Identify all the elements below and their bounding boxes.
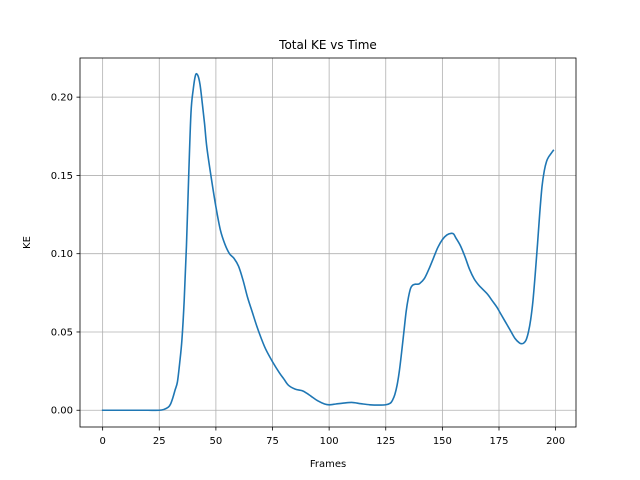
series-line (101, 72, 555, 412)
x-tick-label: 125 (376, 436, 395, 447)
x-tick-label: 25 (153, 436, 166, 447)
x-tick-label: 200 (546, 436, 565, 447)
y-tick-label: 0.20 (51, 93, 73, 104)
plot-frame (79, 57, 577, 428)
y-tick-label: 0.15 (51, 171, 73, 182)
x-tick-label: 100 (320, 436, 339, 447)
y-axis-label: KE (22, 236, 33, 249)
x-tick-label: 0 (99, 436, 105, 447)
axis-ticks: 0 25 50 75 100 125 150 175 200 0.00 0.05 0.10 0.15 0.… (51, 93, 565, 447)
series-layer (101, 72, 555, 412)
y-tick-label: 0.00 (51, 406, 73, 417)
y-tick-label: 0.10 (51, 249, 73, 260)
x-tick-label: 150 (433, 436, 452, 447)
x-tick-label: 50 (210, 436, 223, 447)
grid-lines (80, 58, 576, 427)
y-tick-label: 0.05 (51, 327, 73, 338)
chart-title: Total KE vs Time (278, 38, 377, 52)
x-tick-label: 75 (266, 436, 279, 447)
x-tick-label: 175 (489, 436, 508, 447)
x-axis-label: Frames (310, 459, 346, 470)
